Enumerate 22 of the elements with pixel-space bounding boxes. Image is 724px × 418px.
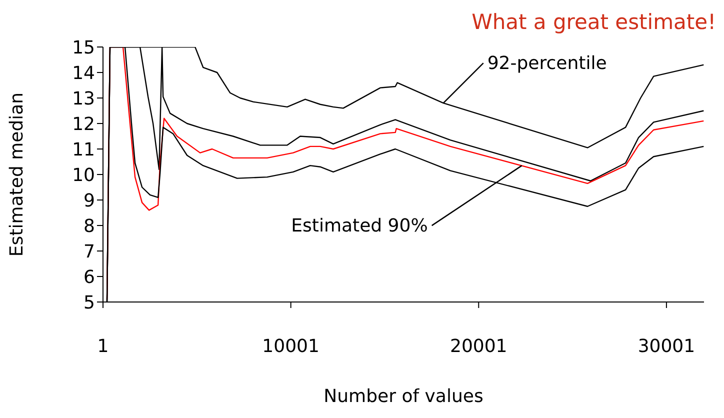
x-tick-label: 30001 <box>638 336 696 357</box>
y-tick-label: 7 <box>84 241 95 262</box>
y-tick-label: 11 <box>72 139 95 160</box>
x-tick-label: 1 <box>97 336 109 357</box>
x-tick-label: 20001 <box>450 336 508 357</box>
y-tick-label: 10 <box>72 164 95 186</box>
x-axis-title: Number of values <box>324 386 484 407</box>
y-tick-label: 15 <box>72 37 95 58</box>
callout-leader: Estimated 90% <box>291 165 522 237</box>
chart-title: What a great estimate! <box>472 10 716 34</box>
y-tick-label: 9 <box>84 190 95 212</box>
y-tick-label: 5 <box>84 292 95 314</box>
y-tick-label: 8 <box>84 216 95 237</box>
y-axis-title: Estimated median <box>6 92 28 257</box>
annotation: 92-percentile <box>487 53 607 74</box>
y-tick-label: 12 <box>72 114 95 135</box>
y-tick-label: 14 <box>72 62 95 84</box>
y-tick-label: 13 <box>72 88 95 110</box>
annotation: Estimated 90% <box>291 216 428 237</box>
y-tick-label: 6 <box>84 266 95 288</box>
x-tick-label: 10001 <box>262 336 320 357</box>
callout-leader: 92-percentile <box>442 53 607 104</box>
